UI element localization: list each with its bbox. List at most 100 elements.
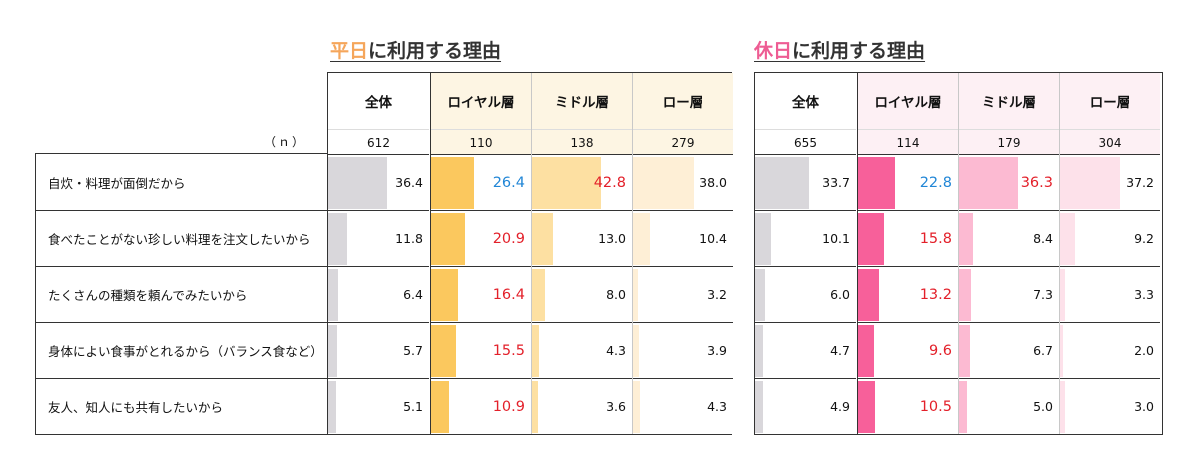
value-label: 10.9 xyxy=(492,398,525,415)
value-label: 15.8 xyxy=(919,230,952,247)
value-label: 9.6 xyxy=(928,342,952,359)
value-cell: 10.9 xyxy=(431,378,531,434)
value-bar xyxy=(431,157,474,209)
value-cell: 33.7 xyxy=(755,154,856,210)
value-label: 8.0 xyxy=(606,287,626,302)
row-label: 友人、知人にも共有したいから xyxy=(36,378,327,434)
value-cell: 36.3 xyxy=(959,154,1059,210)
n-value: 114 xyxy=(858,129,958,155)
value-cell: 36.4 xyxy=(328,154,429,210)
value-cell: 3.2 xyxy=(633,266,733,322)
column-header: ロー層 xyxy=(1089,95,1131,111)
value-cell: 5.1 xyxy=(328,378,429,434)
value-bar xyxy=(959,213,973,265)
value-cell: 38.0 xyxy=(633,154,733,210)
value-label: 20.9 xyxy=(492,230,525,247)
row-label: たくさんの種類を頼んでみたいから xyxy=(36,266,327,322)
value-cell: 6.4 xyxy=(328,266,429,322)
value-cell: 7.3 xyxy=(959,266,1059,322)
value-bar xyxy=(858,325,874,377)
column-header: 全体 xyxy=(365,95,392,111)
value-label: 4.3 xyxy=(606,343,626,358)
value-bar xyxy=(532,269,545,321)
value-label: 3.3 xyxy=(1134,287,1154,302)
value-bar xyxy=(959,157,1018,209)
value-label: 36.4 xyxy=(395,175,423,190)
n-label: （ｎ） xyxy=(264,135,307,149)
value-bar xyxy=(328,157,387,209)
value-label: 36.3 xyxy=(1020,174,1053,191)
column-header: ミドル層 xyxy=(555,95,609,111)
value-bar xyxy=(328,325,337,377)
value-cell: 8.4 xyxy=(959,210,1059,266)
value-cell: 10.1 xyxy=(755,210,856,266)
value-cell: 9.2 xyxy=(1060,210,1160,266)
value-label: 13.2 xyxy=(919,286,952,303)
value-cell: 20.9 xyxy=(431,210,531,266)
value-cell: 13.2 xyxy=(858,266,958,322)
value-bar xyxy=(858,157,895,209)
value-label: 6.0 xyxy=(830,287,850,302)
value-label: 3.9 xyxy=(707,343,727,358)
value-bar xyxy=(328,269,338,321)
column-royal: ロイヤル層 114 22.8 15.8 13.2 9.6 10.5 xyxy=(857,73,958,434)
value-label: 2.0 xyxy=(1134,343,1154,358)
value-label: 10.5 xyxy=(919,398,952,415)
n-value: 655 xyxy=(755,129,856,155)
value-cell: 10.5 xyxy=(858,378,958,434)
value-label: 6.4 xyxy=(403,287,423,302)
n-value: 612 xyxy=(328,129,429,155)
value-cell: 3.3 xyxy=(1060,266,1160,322)
value-label: 3.0 xyxy=(1134,399,1154,414)
value-bar xyxy=(1060,325,1063,377)
value-label: 10.1 xyxy=(822,231,850,246)
value-bar xyxy=(633,325,639,377)
value-bar xyxy=(328,381,336,433)
value-cell: 5.0 xyxy=(959,378,1059,434)
holiday-title-rest: に利用する理由 xyxy=(792,40,926,62)
value-bar xyxy=(431,269,458,321)
value-label: 4.7 xyxy=(830,343,850,358)
column-header: ロー層 xyxy=(662,95,704,111)
value-cell: 3.9 xyxy=(633,322,733,378)
value-cell: 10.4 xyxy=(633,210,733,266)
value-label: 42.8 xyxy=(593,174,626,191)
column-overall: 全体 612 36.4 11.8 6.4 5.7 5.1 xyxy=(328,73,429,434)
value-bar xyxy=(959,381,967,433)
value-cell: 13.0 xyxy=(532,210,632,266)
value-cell: 2.0 xyxy=(1060,322,1160,378)
value-bar xyxy=(858,213,884,265)
n-value: 179 xyxy=(959,129,1059,155)
value-bar xyxy=(431,213,465,265)
value-label: 11.8 xyxy=(395,231,423,246)
value-label: 3.2 xyxy=(707,287,727,302)
value-cell: 16.4 xyxy=(431,266,531,322)
n-value: 279 xyxy=(633,129,733,155)
value-bar xyxy=(755,269,765,321)
value-cell: 42.8 xyxy=(532,154,632,210)
value-bar xyxy=(633,157,694,209)
value-label: 5.0 xyxy=(1033,399,1053,414)
weekday-title: 平日に利用する理由 xyxy=(330,36,501,63)
column-header: 全体 xyxy=(792,95,819,111)
value-bar xyxy=(633,269,638,321)
value-label: 26.4 xyxy=(492,174,525,191)
row-labels: 自炊・料理が面倒だから 食べたことがない珍しい料理を注文したいから たくさんの種… xyxy=(35,153,327,435)
value-cell: 3.6 xyxy=(532,378,632,434)
weekday-title-rest: に利用する理由 xyxy=(368,40,502,62)
value-label: 10.4 xyxy=(699,231,727,246)
value-bar xyxy=(1060,157,1120,209)
value-bar xyxy=(532,325,539,377)
value-bar xyxy=(532,381,538,433)
value-bar xyxy=(532,213,553,265)
value-bar xyxy=(1060,381,1065,433)
value-cell: 37.2 xyxy=(1060,154,1160,210)
value-label: 4.9 xyxy=(830,399,850,414)
column-middle: ミドル層 138 42.8 13.0 8.0 4.3 3.6 xyxy=(531,73,632,434)
value-label: 15.5 xyxy=(492,342,525,359)
value-label: 3.6 xyxy=(606,399,626,414)
value-label: 7.3 xyxy=(1033,287,1053,302)
n-value: 304 xyxy=(1060,129,1160,155)
value-cell: 15.8 xyxy=(858,210,958,266)
n-value: 110 xyxy=(431,129,531,155)
